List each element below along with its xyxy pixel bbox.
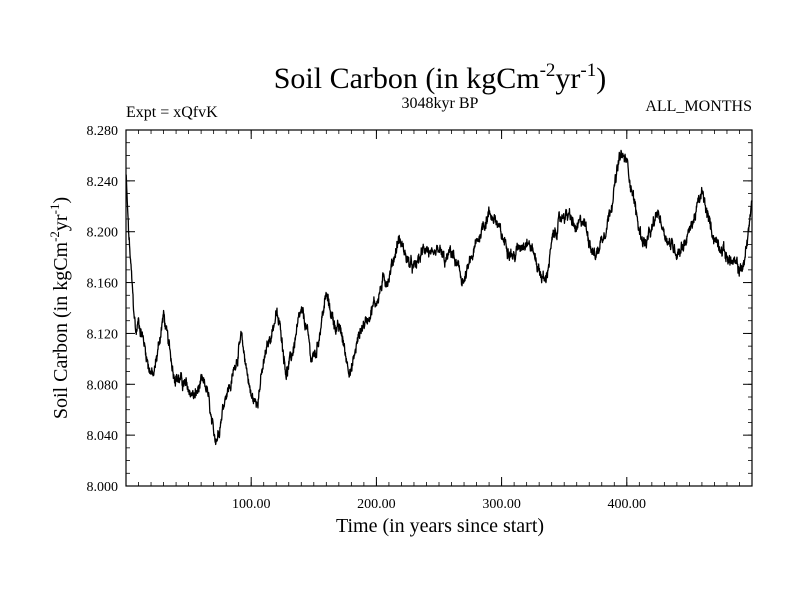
x-tick-label: 100.00 (232, 497, 271, 512)
x-axis-label: Time (in years since start) (336, 515, 544, 537)
y-tick-label: 8.160 (87, 277, 119, 292)
y-tick-label: 8.120 (87, 327, 119, 342)
months-label: ALL_MONTHS (645, 98, 752, 115)
y-tick-label: 8.280 (87, 124, 119, 139)
y-axis-label: Soil Carbon (in kgCm-2yr-1) (47, 197, 72, 419)
y-tick-labels: 8.000 8.040 8.080 8.120 8.160 8.200 8.240 8.280 (87, 124, 119, 495)
y-tick-label: 8.040 (87, 429, 119, 444)
x-tick-label: 400.00 (608, 497, 647, 512)
y-tick-label: 8.200 (87, 226, 119, 241)
chart-title: Soil Carbon (in kgCm-2yr-1) (274, 60, 607, 95)
series-line-soil-carbon (125, 149, 753, 446)
period-label: 3048kyr BP (402, 95, 479, 112)
x-tick-label: 200.00 (357, 497, 396, 512)
y-tick-label: 8.000 (87, 480, 119, 495)
y-tick-label: 8.240 (87, 175, 119, 190)
experiment-label: Expt = xQfvK (126, 104, 218, 121)
x-tick-label: 300.00 (482, 497, 521, 512)
y-tick-label: 8.080 (87, 378, 119, 393)
x-tick-labels: 100.00 200.00 300.00 400.00 (232, 497, 646, 512)
